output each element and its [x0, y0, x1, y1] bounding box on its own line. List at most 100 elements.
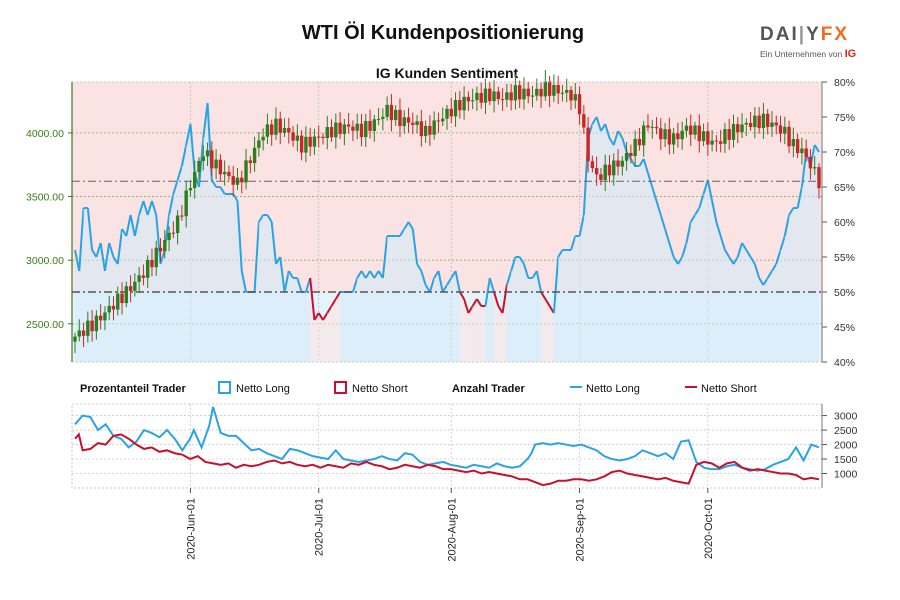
sentiment-area-segment: [528, 278, 533, 362]
net-long-pct-segment: [198, 137, 205, 188]
net-long-pct-segment: [236, 200, 243, 272]
sentiment-area-segment: [92, 250, 97, 362]
net-long-pct-segment: [664, 228, 671, 244]
sentiment-area-segment: [643, 159, 648, 362]
candle-body: [351, 126, 355, 131]
net-long-pct-segment: [647, 172, 654, 188]
net-long-pct-segment: [351, 277, 359, 293]
sentiment-area-segment: [425, 285, 430, 362]
sentiment-area-segment: [220, 187, 225, 362]
net-long-pct-segment: [800, 151, 808, 188]
candle-body: [214, 159, 218, 169]
sentiment-area-segment: [780, 236, 785, 362]
candle-body: [629, 152, 633, 157]
net-long-pct-segment: [608, 137, 615, 146]
sentiment-area-segment: [806, 152, 811, 362]
candle-body: [150, 259, 154, 268]
sentiment-area-segment: [365, 271, 371, 362]
pct-tick-label: 50%: [834, 287, 855, 299]
sentiment-area-segment: [395, 236, 400, 362]
legend-short-pct-swatch: [334, 381, 347, 394]
sentiment-area-segment: [797, 187, 802, 362]
candle-body: [701, 131, 706, 142]
count-tick-label: 1000: [834, 469, 858, 481]
sentiment-area-segment: [784, 215, 790, 362]
candle-body: [492, 91, 496, 102]
sentiment-area-segment: [404, 222, 409, 362]
net-long-pct-segment: [523, 263, 530, 279]
candle-body: [736, 124, 740, 133]
net-long-pct-segment: [185, 123, 192, 146]
net-long-pct-segment: [668, 242, 675, 258]
candle-body: [594, 168, 599, 175]
pct-tick-label: 80%: [834, 77, 855, 89]
sentiment-area-segment: [143, 201, 148, 362]
sentiment-area-segment: [305, 278, 311, 362]
sentiment-area-segment: [647, 173, 653, 362]
candle-body: [513, 85, 518, 101]
sentiment-area-segment: [267, 215, 272, 362]
sentiment-area-segment: [742, 243, 747, 362]
net-long-pct-segment: [176, 165, 183, 181]
net-short-pct-segment: [322, 312, 329, 321]
sentiment-area-segment: [596, 117, 601, 362]
candle-body: [552, 85, 556, 96]
net-long-pct-segment: [180, 144, 188, 167]
net-long-pct-segment: [381, 235, 389, 279]
candle-body: [526, 88, 530, 97]
chart-legend: Prozentanteil Trader Netto Long Netto Sh…: [80, 381, 757, 395]
candle-body: [364, 120, 368, 138]
net-long-pct-segment: [659, 214, 667, 230]
candle-body: [744, 122, 749, 125]
candle-body: [475, 92, 479, 101]
sentiment-area-segment: [622, 138, 627, 362]
sentiment-area-segment: [558, 250, 563, 362]
sentiment-area-segment: [258, 215, 264, 362]
candle-body: [432, 120, 436, 135]
sentiment-area-segment: [83, 208, 88, 362]
trader-count-panel: 1000 1500 2000 2500 3000: [71, 403, 858, 489]
sentiment-area-segment: [771, 264, 777, 362]
net-long-pct-segment: [78, 207, 85, 272]
net-long-pct-segment: [219, 186, 226, 195]
net-long-pct-segment: [270, 221, 277, 265]
sentiment-area-segment: [310, 278, 315, 362]
candle-body: [355, 123, 359, 131]
pct-tick-label: 60%: [834, 217, 855, 229]
net-long-pct-segment: [484, 277, 491, 307]
legend-long-pct-swatch: [218, 381, 231, 394]
net-long-pct-segment: [258, 214, 264, 223]
date-tick-label: 2020-Jul-01: [314, 498, 326, 556]
pct-tick-label: 45%: [834, 322, 855, 334]
sentiment-area-segment: [690, 215, 695, 362]
net-long-pct-segment: [202, 102, 209, 139]
net-long-pct-segment: [510, 256, 517, 272]
candle-body: [586, 127, 590, 162]
sentiment-area-segment: [139, 201, 144, 362]
candle-body: [218, 159, 223, 175]
net-long-pct-segment: [796, 186, 803, 209]
net-long-pct-segment: [168, 193, 175, 216]
net-long-pct-segment: [283, 270, 290, 293]
sentiment-area-segment: [374, 271, 379, 362]
logo-wordmark: DAI|YFX: [760, 24, 850, 45]
candle-body: [167, 232, 171, 241]
price-tick-label: 4000.00: [26, 128, 64, 140]
sentiment-area-segment: [506, 271, 512, 362]
net-long-pct-segment: [604, 123, 611, 139]
sentiment-area-segment: [673, 257, 678, 362]
candle-body: [676, 133, 680, 140]
candle-body: [248, 160, 253, 164]
candle-body: [569, 89, 573, 101]
sentiment-area-segment: [737, 243, 743, 362]
sentiment-area-segment: [541, 292, 546, 362]
net-long-pct-segment: [189, 123, 196, 174]
candle-body: [269, 124, 274, 135]
net-short-pct-segment: [334, 291, 341, 300]
net-long-pct-segment: [279, 256, 286, 293]
sentiment-area-segment: [169, 194, 174, 362]
sentiment-area-segment: [331, 299, 336, 362]
sentiment-area-segment: [481, 306, 486, 362]
net-short-pct-segment: [330, 298, 337, 307]
price-tick-label: 3000.00: [26, 255, 64, 267]
